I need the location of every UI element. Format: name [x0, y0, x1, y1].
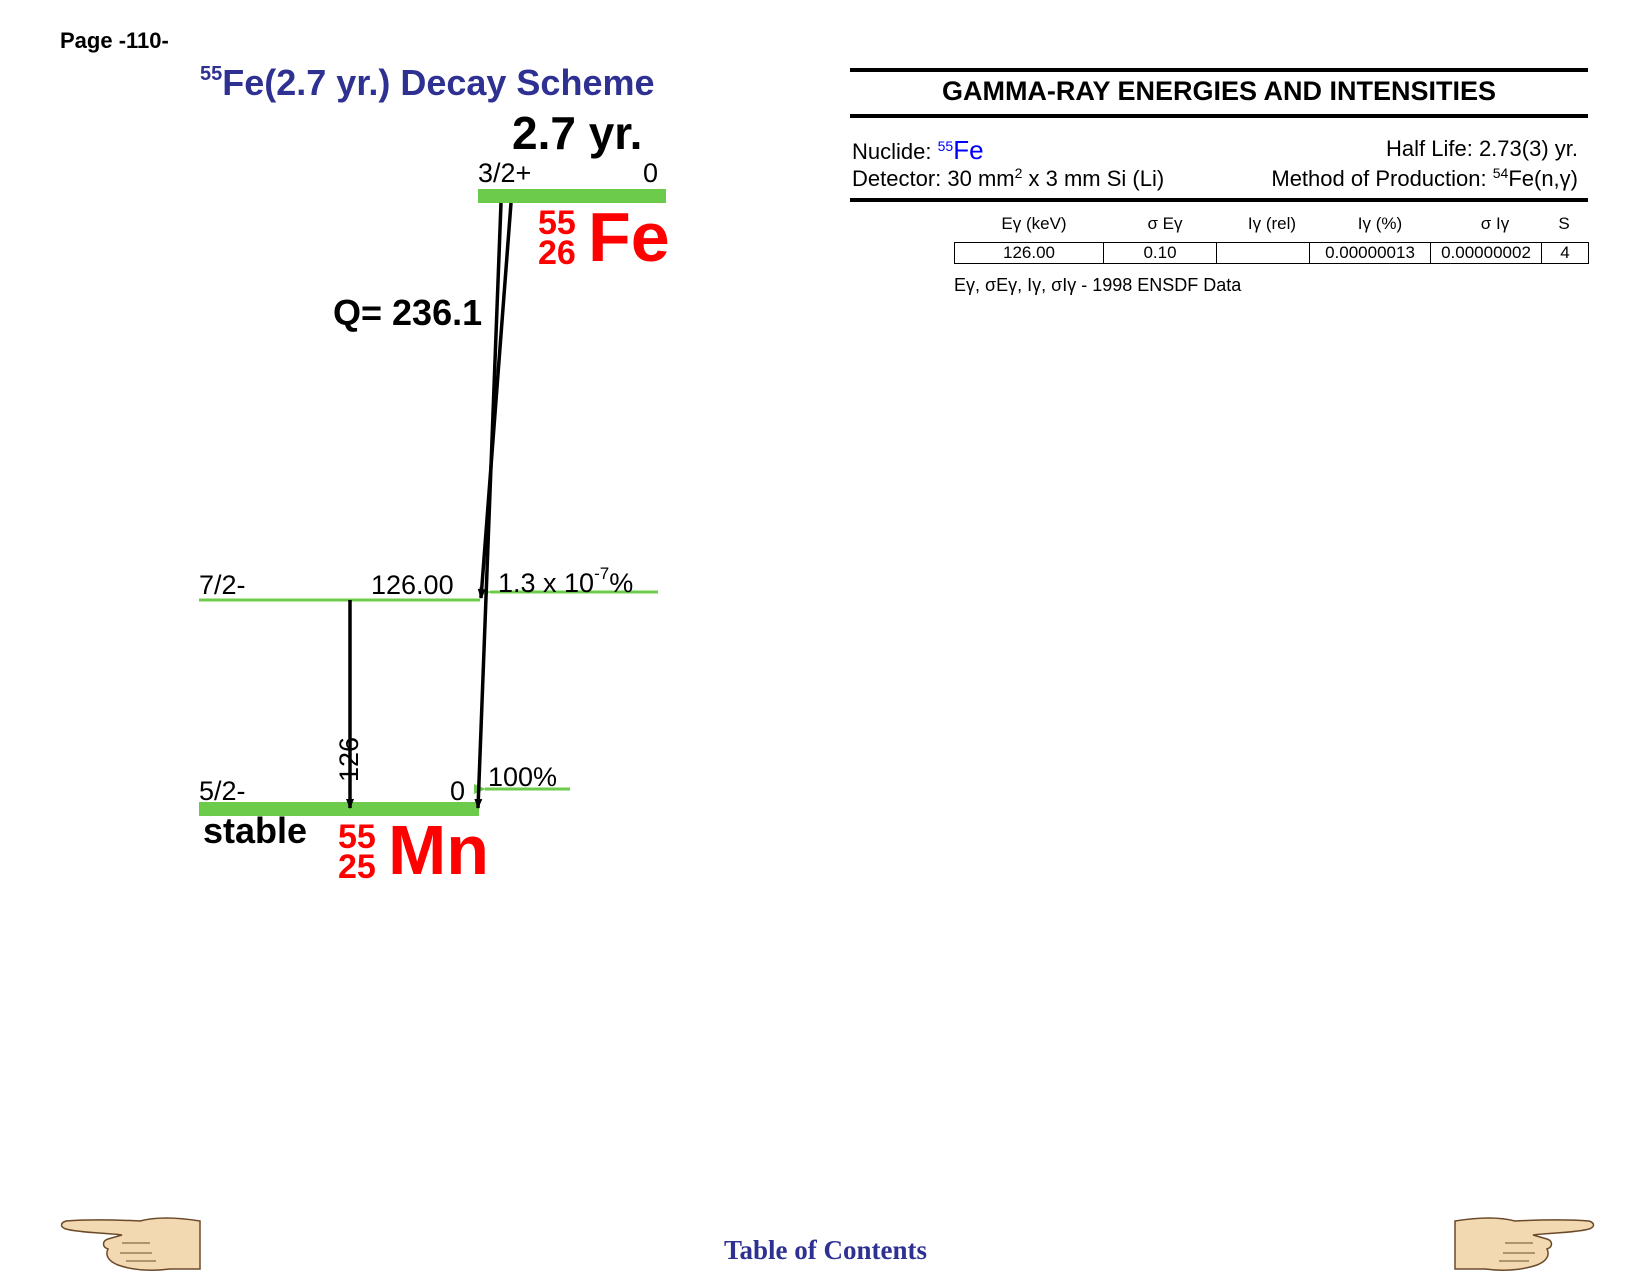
ec-branch-to-126 — [477, 202, 513, 599]
gamma-energy-label: 126 — [334, 736, 364, 782]
production-sup: 54 — [1492, 165, 1509, 181]
table-top-rule — [850, 68, 1588, 72]
cell-sigma-intensity: 0.00000002 — [1430, 242, 1542, 264]
daughter-mass-number: 55 — [338, 818, 376, 856]
daughter-symbol: Mn — [388, 811, 490, 889]
gamma-table-title: GAMMA-RAY ENERGIES AND INTENSITIES — [941, 76, 1497, 106]
daughter-atomic-number: 25 — [338, 848, 376, 886]
detector-info: Detector: 30 mm2 x 3 mm Si (Li) — [852, 165, 1164, 192]
nuclide-label: Nuclide: — [852, 139, 932, 164]
header-intensity-pct: Iγ (%) — [1357, 214, 1403, 233]
stable-label: stable — [203, 810, 308, 851]
level-126-feed-base: 1.3 x 10 — [498, 568, 595, 598]
cell-energy: 126.00 — [954, 242, 1104, 264]
nuclide-symbol: Fe — [953, 135, 984, 165]
ground-feeding: 100% — [488, 762, 558, 792]
level-126-energy: 126.00 — [371, 570, 454, 600]
production-text-a: Method of Production: — [1271, 166, 1493, 191]
table-footnote: Eγ, σEγ, Iγ, σIγ - 1998 ENSDF Data — [954, 275, 1242, 295]
table-row: 126.00 0.10 0.00000013 0.00000002 4 — [954, 242, 1589, 264]
title-text: Fe(2.7 yr.) Decay Scheme — [222, 62, 655, 103]
level-126-feed-unit: % — [609, 568, 634, 598]
table-of-contents-link[interactable]: Table of Contents — [723, 1235, 928, 1265]
parent-half-life: 2.7 yr. — [512, 107, 643, 159]
ec-branch-to-ground — [474, 202, 503, 809]
level-126-feeding: 1.3 x 10-7% — [498, 564, 633, 599]
production-info: Method of Production: 54Fe(n,γ) — [1271, 165, 1578, 192]
parent-nuclide-numbers: 55 26 — [538, 204, 576, 272]
nuclide-mass: 55 — [937, 138, 954, 154]
parent-level-bar — [478, 189, 666, 203]
parent-spin: 3/2+ — [478, 158, 532, 188]
ground-energy: 0 — [450, 776, 466, 806]
detector-text-a: Detector: 30 mm — [852, 166, 1015, 191]
pointing-hand-left-icon[interactable] — [60, 1215, 205, 1273]
ground-level-bar — [199, 802, 479, 816]
half-life-info: Half Life: 2.73(3) yr. — [1386, 136, 1578, 161]
q-value: Q= 236.1 — [333, 292, 483, 333]
nuclide-info: Nuclide: 55Fe — [852, 135, 984, 166]
cell-intensity-pct: 0.00000013 — [1309, 242, 1431, 264]
level-126-spin: 7/2- — [199, 570, 246, 600]
detector-sup: 2 — [1014, 165, 1023, 181]
parent-mass-number: 55 — [538, 204, 576, 242]
table-info-rule — [850, 198, 1588, 202]
ground-spin: 5/2- — [199, 776, 246, 806]
pointing-hand-right-icon[interactable] — [1450, 1215, 1595, 1273]
table-title-rule — [850, 114, 1588, 118]
production-text-b: Fe(n,γ) — [1508, 166, 1578, 191]
header-s: S — [1558, 214, 1570, 233]
cell-sigma-energy: 0.10 — [1103, 242, 1217, 264]
header-sigma-energy: σ Eγ — [1147, 214, 1183, 233]
gamma-table: 126.00 0.10 0.00000013 0.00000002 4 — [954, 242, 1589, 264]
parent-energy: 0 — [643, 158, 659, 188]
page-number: Page -110- — [60, 28, 169, 53]
cell-s: 4 — [1541, 242, 1589, 264]
detector-text-b: x 3 mm Si (Li) — [1022, 166, 1165, 191]
header-sigma-intensity: σ Iγ — [1480, 214, 1510, 233]
cell-intensity-rel — [1216, 242, 1310, 264]
level-126-feed-exponent: -7 — [594, 564, 610, 583]
parent-atomic-number: 26 — [538, 234, 576, 272]
parent-symbol: Fe — [588, 198, 670, 276]
daughter-nuclide-numbers: 55 25 — [338, 818, 376, 886]
header-intensity-rel: Iγ (rel) — [1247, 214, 1297, 233]
decay-scheme-title: 55Fe(2.7 yr.) Decay Scheme — [200, 62, 655, 104]
header-energy: Eγ (keV) — [1001, 214, 1067, 233]
title-mass-number: 55 — [200, 63, 223, 85]
